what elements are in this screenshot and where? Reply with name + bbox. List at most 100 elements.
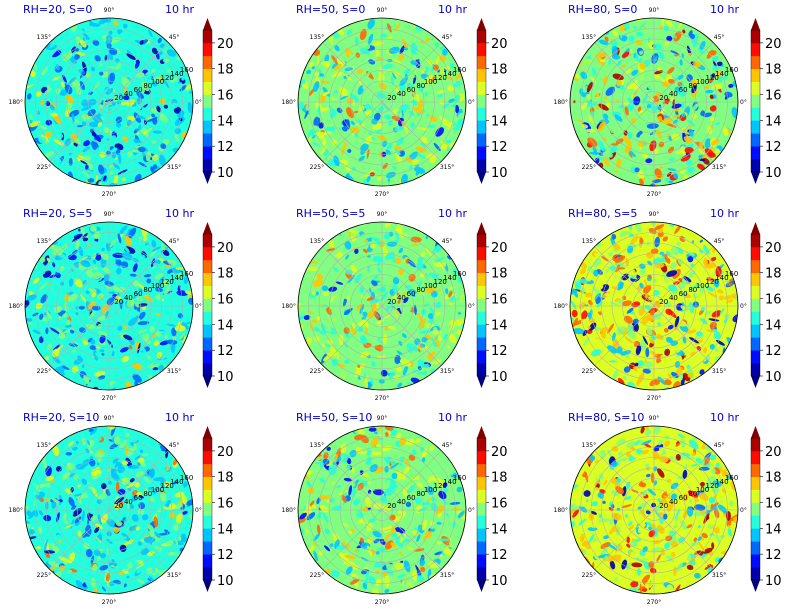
heatmap-cell (50, 112, 59, 117)
heatmap-cell (421, 519, 428, 531)
heatmap-cell (152, 130, 163, 134)
heatmap-cell (103, 175, 107, 182)
heatmap-cell (91, 487, 98, 497)
heatmap-cell (100, 513, 108, 524)
heatmap-cell (124, 477, 131, 484)
heatmap-cell (155, 293, 162, 300)
heatmap-cell (397, 573, 406, 579)
radial-tick-label: 160 (180, 474, 193, 482)
heatmap-cell (121, 460, 129, 465)
heatmap-cell (53, 139, 65, 146)
heatmap-cell (587, 114, 594, 124)
heatmap-cell (99, 159, 108, 166)
heatmap-cell (129, 478, 135, 483)
angle-tick-label: 45° (442, 238, 453, 245)
heatmap-cell (136, 91, 145, 99)
heatmap-cell (340, 159, 349, 164)
heatmap-cell (711, 484, 719, 495)
heatmap-cell (657, 105, 662, 111)
heatmap-cell (386, 241, 398, 247)
heatmap-cell (136, 462, 141, 467)
heatmap-cell (639, 70, 644, 74)
heatmap-cell (646, 473, 651, 478)
panel-title: RH=80, S=0 (568, 3, 637, 16)
colorbar-tick-label: 16 (491, 89, 508, 104)
colorbar-extend-min (203, 580, 212, 592)
heatmap-cell (617, 457, 629, 463)
heatmap-cell (50, 484, 58, 489)
heatmap-cell (682, 29, 686, 34)
heatmap-cell (184, 315, 192, 324)
heatmap-cell (444, 295, 449, 300)
heatmap-cell (361, 315, 367, 320)
heatmap-cell (351, 166, 357, 171)
colorbar-tick-label: 20 (765, 241, 782, 256)
heatmap-cell (89, 509, 96, 514)
heatmap-cell (399, 77, 408, 86)
heatmap-cell (664, 440, 671, 447)
colorbar-segment (203, 94, 212, 108)
heatmap-cell (597, 64, 604, 70)
heatmap-cell (419, 559, 426, 567)
heatmap-cell (94, 238, 99, 242)
heatmap-cell (403, 315, 410, 323)
heatmap-cell (318, 107, 330, 112)
angle-tick-label: 135° (582, 34, 596, 41)
angle-tick-label: 0° (468, 303, 475, 310)
angle-tick-label: 270° (647, 395, 661, 402)
heatmap-cell (448, 468, 453, 476)
heatmap-cell (390, 75, 395, 86)
heatmap-cell (78, 305, 85, 310)
heatmap-cell (619, 84, 626, 91)
heatmap-cell (92, 271, 102, 280)
heatmap-cell (126, 333, 135, 339)
heatmap-cell (641, 574, 651, 583)
heatmap-cell (341, 494, 347, 503)
radial-tick-label: 100 (424, 78, 437, 86)
heatmap-cell (432, 477, 441, 482)
heatmap-cell (188, 91, 193, 94)
angle-tick-label: 315° (712, 164, 726, 171)
heatmap-cell (639, 132, 651, 140)
heatmap-cell (139, 254, 146, 260)
polar-outline (569, 221, 739, 391)
radial-tick-label: 60 (679, 86, 688, 94)
colorbar-segment (203, 489, 212, 503)
heatmap-cell (658, 439, 663, 446)
angle-tick-label: 270° (375, 599, 389, 606)
heatmap-cell (720, 500, 723, 504)
heatmap-cell (351, 322, 356, 329)
heatmap-cell (365, 460, 372, 465)
heatmap-cell (119, 346, 129, 353)
heatmap-cell (635, 344, 642, 356)
heatmap-cell (616, 80, 622, 87)
heatmap-cell (52, 348, 60, 358)
heatmap-cell (387, 35, 393, 39)
colorbar-segment (751, 55, 760, 70)
heatmap-cell (621, 504, 633, 508)
angle-tick-label: 135° (37, 442, 51, 449)
heatmap-cell (405, 88, 412, 92)
heatmap-cell (584, 471, 589, 483)
colorbar-segment (203, 259, 212, 274)
heatmap-cell (174, 491, 185, 498)
heatmap-cell (439, 55, 447, 62)
heatmap-cell (710, 491, 718, 501)
heatmap-cell (75, 312, 79, 316)
heatmap-cell (649, 338, 655, 344)
radial-tick-label: 60 (679, 494, 688, 502)
heatmap-cell (417, 366, 422, 371)
heatmap-cell (444, 324, 452, 331)
heatmap-cell (80, 160, 88, 165)
heatmap-cell (312, 541, 317, 547)
heatmap-cell (374, 238, 383, 246)
heatmap-cell (88, 447, 93, 455)
heatmap-cell (43, 514, 52, 522)
heatmap-cell (639, 62, 647, 70)
colorbar-segment (203, 528, 212, 542)
heatmap-cell (658, 254, 663, 259)
heatmap-cell (417, 280, 423, 287)
heatmap-cell (322, 91, 330, 96)
heatmap-cell (414, 291, 422, 298)
heatmap-cell (80, 294, 87, 303)
